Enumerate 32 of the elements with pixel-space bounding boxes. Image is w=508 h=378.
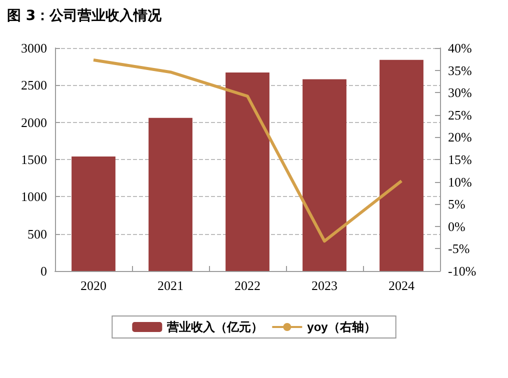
legend-label: yoy（右轴）	[307, 320, 376, 334]
line-series	[92, 58, 403, 243]
y-tick-label: 1000	[21, 189, 47, 204]
x-tick-label: 2021	[158, 278, 184, 293]
y2-tick-label: 25%	[448, 107, 472, 122]
y2-tick-label: 10%	[448, 174, 472, 190]
y-tick-label: 0	[40, 264, 47, 278]
bar	[380, 60, 424, 271]
y2-tick-label: 0%	[448, 218, 466, 234]
y-tick-label: 500	[28, 226, 47, 242]
x-tick-label: 2020	[80, 278, 106, 293]
y2-tick-label: 35%	[448, 62, 472, 78]
y2-tick-label: 30%	[448, 85, 472, 100]
legend-label: 营业收入（亿元）	[166, 320, 264, 334]
x-tick-label: 2024	[388, 278, 415, 293]
bar	[226, 72, 270, 271]
y2-tick-label: -5%	[448, 241, 470, 256]
x-tick-label: 2022	[234, 278, 260, 293]
y-tick-label: 2500	[21, 78, 47, 93]
y2-tick-label: 20%	[448, 130, 472, 145]
x-tick-label: 2023	[312, 278, 338, 293]
bar	[302, 79, 346, 271]
y2-tick-label: 15%	[448, 152, 472, 167]
chart-title: 图 3：公司营业收入情况	[7, 8, 163, 24]
y-tick-label: 1500	[21, 152, 47, 167]
y-tick-label: 2000	[21, 114, 47, 130]
y2-tick-label: 40%	[448, 40, 472, 56]
bar	[72, 156, 116, 271]
y2-tick-label: -10%	[448, 264, 476, 278]
y-tick-label: 3000	[21, 40, 47, 56]
y2-tick-label: 5%	[448, 196, 466, 212]
bar	[148, 118, 192, 271]
